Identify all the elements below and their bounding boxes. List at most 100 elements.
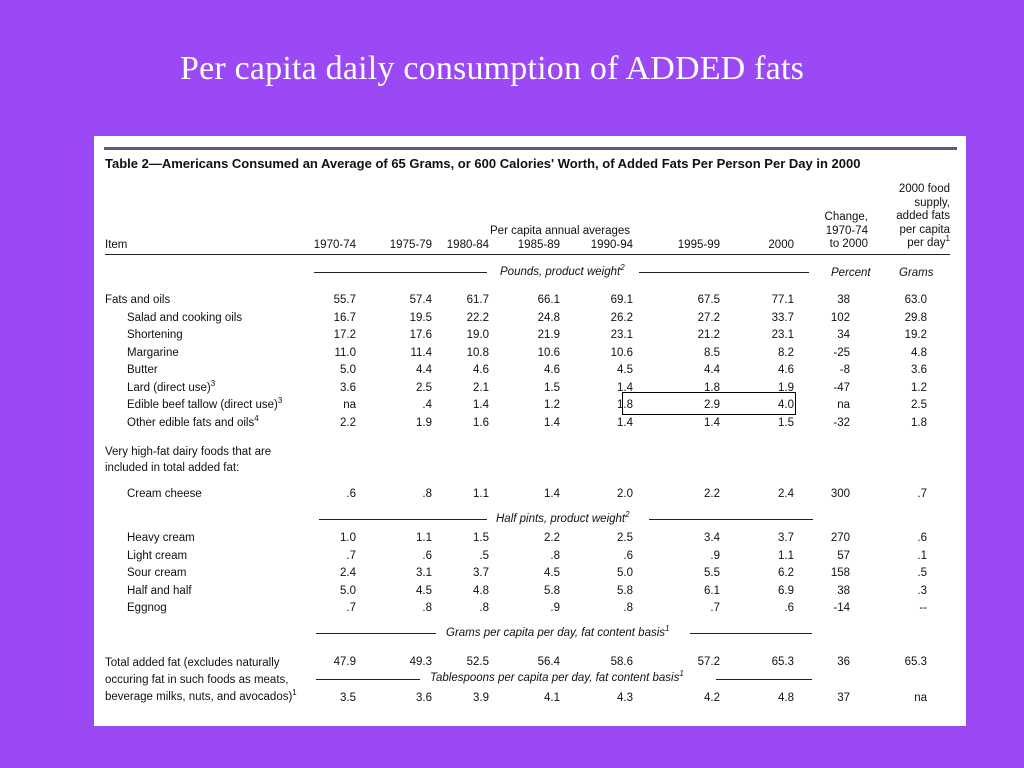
- table-cell: 3.9: [473, 692, 489, 704]
- table-cell: 1.9: [778, 381, 794, 394]
- table-cell: .7: [710, 602, 720, 614]
- dairy-heading-line: included in total added fat:: [105, 462, 240, 474]
- table-cell: 19.5: [409, 311, 432, 324]
- table-cell: 4.5: [617, 364, 633, 376]
- change-cell: 158: [830, 567, 850, 579]
- unit-label-percent: Percent: [831, 267, 871, 279]
- slide-title: Per capita daily consumption of ADDED fa…: [179, 50, 805, 87]
- footnote-marker: 1: [292, 688, 297, 698]
- table-cell: 4.8: [473, 584, 489, 597]
- table-cell: 2.5: [416, 381, 432, 394]
- unit-rule: [314, 272, 487, 273]
- row-label-text: Salad and cooking oils: [127, 311, 243, 324]
- table-cell: 5.0: [340, 364, 356, 376]
- table-top-rule: [104, 147, 957, 150]
- table-cell: 1.4: [544, 488, 560, 500]
- period-group-label: Per capita annual averages: [490, 225, 631, 237]
- table-cell: 55.7: [333, 294, 356, 306]
- total-label-line: beverage milks, nuts, and avocados): [105, 691, 293, 703]
- table-cell: 16.7: [333, 311, 356, 324]
- row-label-text: Half and half: [127, 584, 192, 597]
- table-cell: 58.6: [610, 656, 633, 668]
- table-cell: 11.0: [334, 346, 356, 359]
- table-cell: 1.4: [544, 416, 560, 429]
- table-cell: .8: [422, 488, 432, 500]
- table-cell: 67.5: [697, 294, 720, 306]
- table-cell: .8: [550, 549, 560, 562]
- table-cell: 66.1: [537, 294, 560, 306]
- row-label: Sour cream: [127, 567, 186, 580]
- item-header: Item: [105, 239, 128, 251]
- table-cell: 4.5: [416, 584, 432, 597]
- table-cell: 3.7: [473, 567, 489, 579]
- row-label-text: Cream cheese: [127, 488, 202, 500]
- period-header: 1995-99: [677, 239, 720, 251]
- table-cell: 4.6: [778, 364, 794, 376]
- unit-rule: [649, 519, 813, 520]
- change-cell: 57: [837, 549, 850, 562]
- table-cell: 2.2: [704, 488, 720, 500]
- table-cell: 4.3: [617, 692, 633, 704]
- unit-label-pounds: Pounds, product weight2: [500, 264, 625, 278]
- grams-cell: 19.2: [904, 329, 927, 341]
- row-label-text: Light cream: [127, 549, 188, 562]
- grams-cell: .7: [917, 488, 927, 500]
- table-cell: 49.3: [409, 656, 432, 668]
- table-cell: 27.2: [697, 311, 720, 324]
- row-label: Light cream: [127, 550, 187, 563]
- row-label-text: Sour cream: [127, 567, 187, 579]
- table-cell: 1.5: [778, 416, 794, 429]
- food-supply-header-line: per day: [907, 237, 946, 249]
- change-cell: 38: [837, 584, 850, 597]
- grams-cell: --: [919, 602, 927, 614]
- table-cell: 52.5: [466, 656, 489, 668]
- table-cell: 2.0: [617, 488, 633, 500]
- period-header: 1990-94: [590, 239, 633, 251]
- table-cell: 1.1: [778, 549, 794, 562]
- grams-cell: 2.5: [911, 399, 927, 411]
- row-label: Fats and oils: [105, 294, 170, 307]
- table-cell: 1.9: [416, 416, 432, 429]
- total-label: Total added fat (excludes naturally occu…: [105, 655, 297, 706]
- header-rule: [105, 254, 950, 255]
- row-label-text: Shortening: [127, 329, 183, 341]
- table-cell: .5: [479, 549, 489, 562]
- period-header: 1970-74: [313, 239, 356, 251]
- change-cell: -14: [833, 602, 850, 614]
- table-cell: 3.1: [416, 567, 432, 579]
- unit-label-grams: Grams: [899, 267, 934, 279]
- row-label: Margarine: [127, 347, 179, 360]
- change-header-line: to 2000: [829, 238, 868, 250]
- table-cell: 3.7: [778, 532, 794, 544]
- total-label-line: occuring fat in such foods as meats,: [105, 674, 289, 686]
- table-cell: 6.2: [778, 567, 794, 579]
- table-title: Table 2—Americans Consumed an Average of…: [105, 156, 861, 171]
- table-cell: 4.1: [544, 692, 560, 704]
- period-header: 1980-84: [446, 239, 489, 251]
- table-cell: 56.4: [537, 656, 560, 668]
- table-cell: 19.0: [466, 329, 489, 341]
- table-cell: 1.8: [617, 399, 633, 411]
- table-cell: 2.5: [617, 532, 633, 544]
- change-cell: -25: [833, 346, 850, 359]
- grams-cell: 29.8: [904, 311, 927, 324]
- unit-rule: [319, 519, 487, 520]
- table-cell: 1.4: [704, 416, 720, 429]
- footnote-marker: 3: [277, 396, 283, 406]
- grams-cell: 1.8: [911, 416, 927, 429]
- footnote-marker: 4: [254, 413, 259, 423]
- table-cell: 22.2: [466, 311, 489, 324]
- table-cell: 2.4: [778, 488, 794, 500]
- table-cell: .8: [479, 602, 489, 614]
- table-cell: 4.0: [778, 399, 794, 411]
- table-cell: 33.7: [771, 311, 794, 324]
- table-cell: .6: [623, 549, 633, 562]
- table-cell: .7: [346, 549, 356, 562]
- change-cell: 37: [837, 692, 850, 704]
- grams-cell: 1.2: [911, 381, 927, 394]
- food-supply-header-line: supply,: [914, 196, 950, 209]
- period-header: 1985-89: [517, 239, 560, 251]
- change-cell: 300: [830, 488, 850, 500]
- table-cell: .4: [422, 399, 432, 411]
- table-cell: 57.2: [697, 656, 720, 668]
